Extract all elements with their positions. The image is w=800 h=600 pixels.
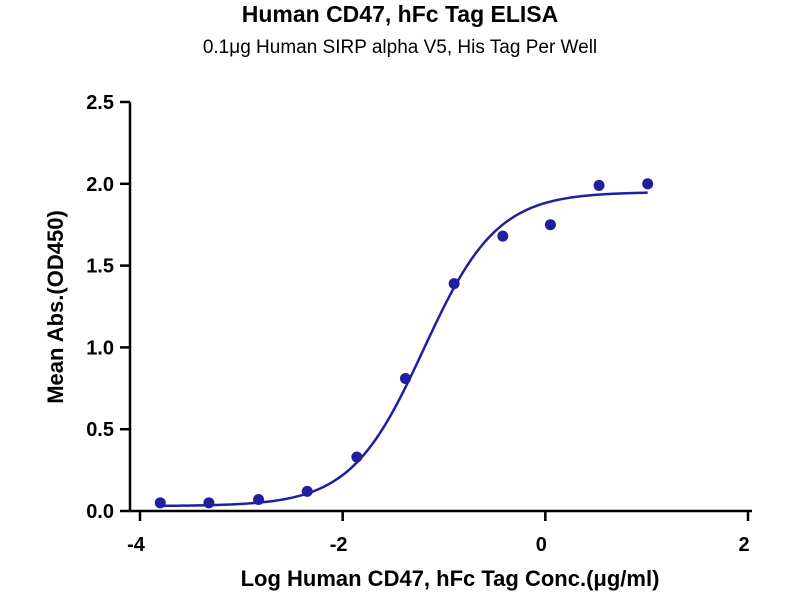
y-tick-label: 1.5 xyxy=(86,256,114,278)
y-tick-label: 1.0 xyxy=(86,337,114,359)
data-point xyxy=(448,278,460,290)
x-tick-label: 2 xyxy=(738,534,749,556)
chart-title: Human CD47, hFc Tag ELISA xyxy=(241,1,559,27)
y-tick-label: 2.0 xyxy=(86,174,114,196)
data-point xyxy=(544,219,556,231)
x-axis-label: Log Human CD47, hFc Tag Conc.(μg/ml) xyxy=(240,566,660,591)
x-tick-label: -2 xyxy=(330,534,348,556)
fit-curve xyxy=(160,191,648,508)
data-point xyxy=(301,485,313,497)
data-point xyxy=(642,178,654,190)
data-point xyxy=(351,451,363,463)
data-point xyxy=(154,497,166,509)
chart-subtitle: 0.1μg Human SIRP alpha V5, His Tag Per W… xyxy=(202,37,598,58)
data-point xyxy=(253,494,265,506)
y-tick-label: 2.5 xyxy=(86,92,114,114)
data-point xyxy=(399,372,411,384)
data-point xyxy=(497,230,509,242)
y-tick-label: 0.0 xyxy=(86,501,114,523)
x-tick-label: -4 xyxy=(127,534,146,556)
y-tick-label: 0.5 xyxy=(86,419,114,441)
data-point xyxy=(203,497,215,509)
x-tick-label: 0 xyxy=(536,534,547,556)
data-point xyxy=(593,179,605,191)
